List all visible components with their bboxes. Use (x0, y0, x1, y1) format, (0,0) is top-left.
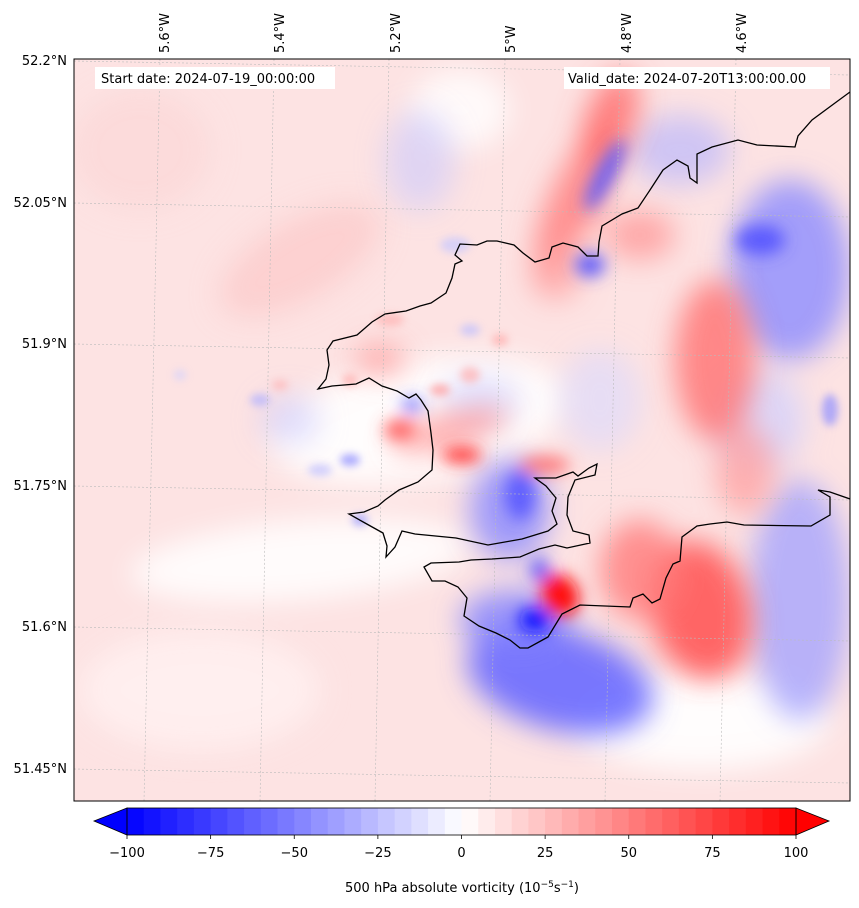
colorbar-segment (712, 808, 730, 835)
colorbar-tick-label: −75 (197, 846, 224, 861)
colorbar-segment (662, 808, 680, 835)
colorbar-segment (244, 808, 262, 835)
lon-label: 5.4°W (273, 13, 288, 53)
colorbar-segment (394, 808, 412, 835)
colorbar-extend-max (795, 807, 831, 836)
colorbar-segment (260, 808, 278, 835)
colorbar-segment (127, 808, 145, 835)
lat-label: 51.9°N (22, 337, 67, 352)
colorbar-segment (143, 808, 161, 835)
colorbar-segment (561, 808, 579, 835)
colorbar-tick-label: 75 (704, 846, 721, 861)
colorbar-segment (478, 808, 496, 835)
lat-label: 52.05°N (14, 196, 67, 211)
colorbar: −100 −75 −50 −25 0 25 50 75 100 500 hPa absolute… (92, 807, 831, 896)
colorbar-segment (377, 808, 396, 835)
lon-label: 5°W (504, 25, 519, 53)
colorbar-segment (277, 808, 295, 835)
coastline (316, 91, 850, 649)
colorbar-ticks: −100 −75 −50 −25 0 25 50 75 100 (109, 835, 808, 861)
colorbar-tick-label: 0 (457, 846, 465, 861)
colorbar-segment (160, 808, 178, 835)
map-panel: Start date: 2024-07-19_00:00:00 Valid_da… (73, 58, 851, 802)
colorbar-tick-label: −25 (364, 846, 391, 861)
colorbar-segment (578, 808, 596, 835)
lat-label: 51.6°N (22, 620, 67, 635)
colorbar-segment (695, 808, 713, 835)
colorbar-tick-label: 25 (537, 846, 554, 861)
longitude-labels: 5.6°W 5.4°W 5.2°W 5°W 4.8°W 4.6°W (158, 13, 750, 53)
colorbar-label-main: 500 hPa absolute vorticity (10 (345, 881, 541, 896)
colorbar-segment (310, 808, 329, 835)
colorbar-segment (444, 808, 462, 835)
vorticity-field (74, 70, 850, 770)
colorbar-segment (779, 808, 797, 835)
lat-label: 51.45°N (14, 762, 67, 777)
colorbar-segment (528, 808, 546, 835)
colorbar-segment (428, 808, 446, 835)
start-date-label: Start date: 2024-07-19_00:00:00 (101, 72, 315, 87)
valid-date-label: Valid_date: 2024-07-20T13:00:00.00 (568, 72, 806, 87)
colorbar-segment (344, 808, 362, 835)
colorbar-label-exp1: −5 (541, 880, 554, 890)
colorbar-tick-label: 50 (620, 846, 637, 861)
lon-label: 5.6°W (158, 13, 173, 53)
latitude-labels: 52.2°N 52.05°N 51.9°N 51.75°N 51.6°N 51.… (14, 54, 67, 777)
colorbar-label-exp2: −1 (561, 880, 574, 890)
colorbar-segment (762, 808, 780, 835)
colorbar-tick-label: −50 (281, 846, 308, 861)
colorbar-segment (327, 808, 345, 835)
colorbar-segments (127, 808, 797, 835)
colorbar-segment (678, 808, 697, 835)
lon-label: 4.8°W (620, 13, 635, 53)
start-date-box (95, 67, 335, 89)
colorbar-segment (729, 808, 747, 835)
colorbar-tick-label: −100 (109, 846, 145, 861)
colorbar-segment (411, 808, 429, 835)
colorbar-segment (177, 808, 195, 835)
colorbar-segment (545, 808, 563, 835)
colorbar-segment (461, 808, 479, 835)
colorbar-label-end: ) (574, 881, 579, 896)
lat-label: 51.75°N (14, 479, 67, 494)
colorbar-segment (294, 808, 312, 835)
colorbar-segment (210, 808, 228, 835)
colorbar-segment (628, 808, 646, 835)
lon-label: 5.2°W (389, 13, 404, 53)
colorbar-segment (645, 808, 663, 835)
colorbar-segment (595, 808, 613, 835)
lon-label: 4.6°W (735, 13, 750, 53)
lat-label: 52.2°N (22, 54, 67, 69)
graticule (74, 59, 850, 801)
map-frame (73, 58, 851, 802)
colorbar-label: 500 hPa absolute vorticity (10−5s−1) (345, 880, 579, 896)
colorbar-segment (745, 808, 763, 835)
colorbar-segment (193, 808, 212, 835)
colorbar-segment (227, 808, 245, 835)
colorbar-segment (361, 808, 379, 835)
colorbar-segment (494, 808, 513, 835)
colorbar-extend-min (92, 807, 128, 836)
colorbar-tick-label: 100 (784, 846, 809, 861)
colorbar-segment (511, 808, 529, 835)
colorbar-label-unit: s (554, 881, 561, 896)
valid-date-box (564, 67, 830, 89)
colorbar-segment (612, 808, 630, 835)
